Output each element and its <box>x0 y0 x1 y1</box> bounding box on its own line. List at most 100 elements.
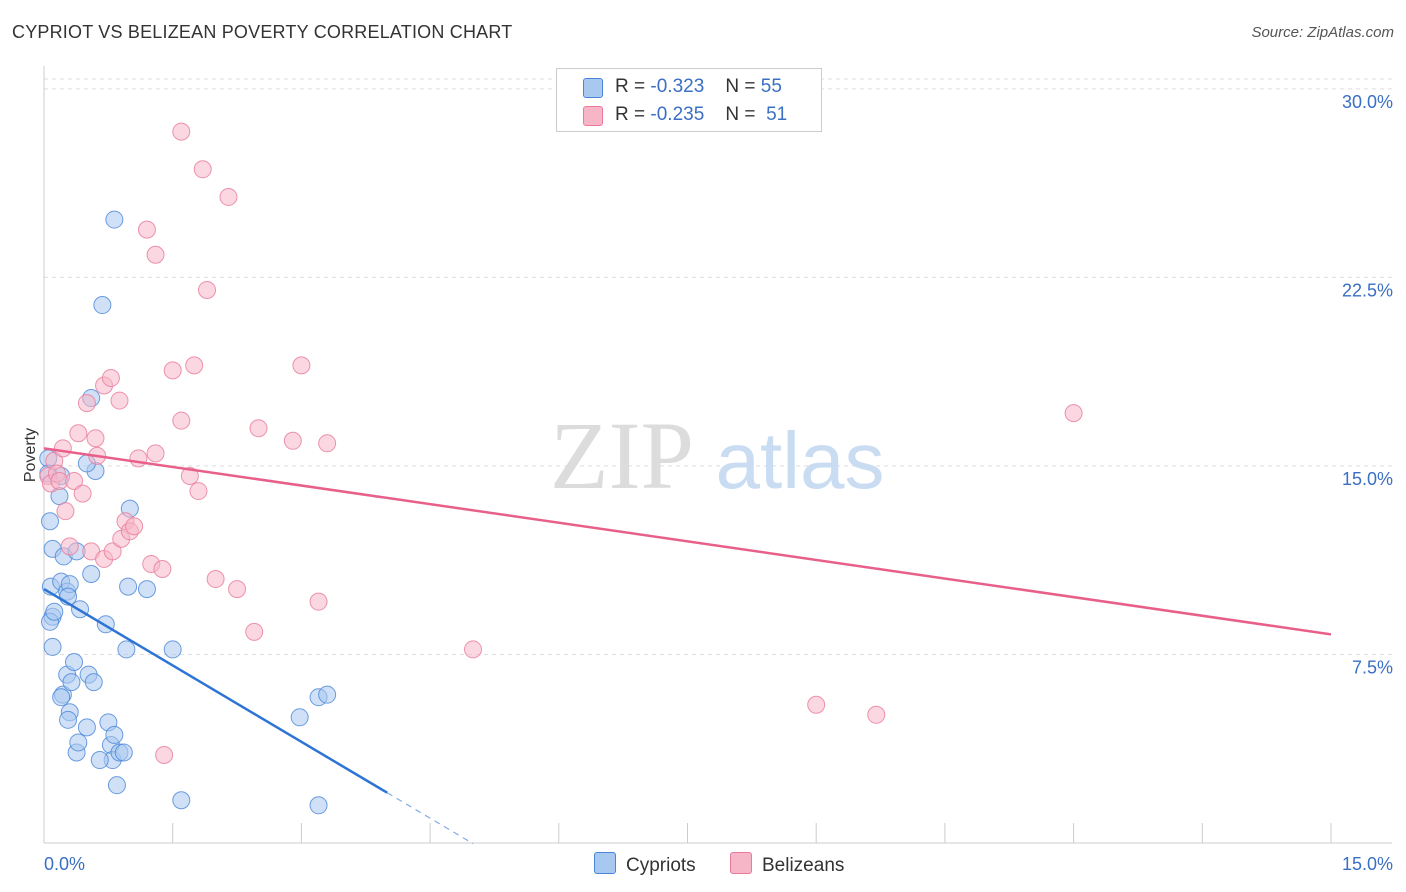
cypriot-point <box>62 673 81 692</box>
watermark-zip: ZIP <box>550 402 694 509</box>
belizean-point <box>65 472 84 491</box>
belizean-point <box>206 570 225 589</box>
legend-n-value: 51 <box>766 104 788 125</box>
belizean-point <box>172 411 191 430</box>
belizean-point <box>137 220 156 239</box>
belizean-point <box>1064 404 1083 423</box>
series-legend-belizeans[interactable]: Belizeans <box>730 852 844 877</box>
cypriot-point <box>137 580 156 599</box>
belizean-trend-line <box>43 447 1332 636</box>
gridlines <box>44 78 1392 655</box>
cypriot-point <box>82 565 101 584</box>
belizean-point <box>249 419 268 438</box>
legend-swatch-belizeans <box>730 852 752 874</box>
cypriot-point <box>117 640 136 659</box>
belizean-point <box>153 559 172 578</box>
legend-swatch-cypriots <box>594 852 616 874</box>
belizean-point <box>318 434 337 453</box>
cypriot-point <box>84 673 103 692</box>
legend-swatch-belizeans <box>583 106 603 126</box>
cypriot-point <box>309 796 328 815</box>
belizean-point <box>60 537 79 556</box>
belizean-point <box>228 580 247 599</box>
belizean-point <box>77 394 96 413</box>
y-tick-label: 15.0% <box>1342 469 1393 489</box>
belizean-point <box>185 356 204 375</box>
cypriot-point <box>43 637 62 656</box>
cypriot-point <box>77 718 96 737</box>
y-tick-label: 7.5% <box>1352 657 1393 677</box>
source-label: Source: ZipAtlas.com <box>1251 24 1394 41</box>
cypriot-point <box>172 791 191 810</box>
data-points <box>39 122 1083 815</box>
belizean-point <box>172 122 191 141</box>
cypriot-point <box>163 640 182 659</box>
chart-title: CYPRIOT VS BELIZEAN POVERTY CORRELATION … <box>12 22 513 42</box>
tick-labels: 7.5% 15.0% 22.5% 30.0% 0.0% 15.0% <box>44 92 1393 874</box>
cypriot-point <box>119 577 138 596</box>
belizean-point <box>73 484 92 503</box>
belizean-point <box>146 444 165 463</box>
watermark: ZIP atlas <box>550 402 884 509</box>
x-tick-label: 15.0% <box>1342 854 1393 874</box>
cypriot-point <box>41 512 60 531</box>
belizean-point <box>86 429 105 448</box>
belizean-point <box>867 705 886 724</box>
belizean-point <box>198 280 217 299</box>
cypriot-point <box>90 751 109 770</box>
belizean-point <box>807 695 826 714</box>
y-tick-label: 22.5% <box>1342 280 1393 300</box>
belizean-point <box>309 592 328 611</box>
cypriot-point <box>290 708 309 727</box>
legend-n-label: N = <box>725 76 756 97</box>
belizean-point <box>56 502 75 521</box>
cypriot-point <box>93 296 112 315</box>
belizean-point <box>180 466 199 485</box>
belizean-point <box>110 391 129 410</box>
belizean-point <box>146 245 165 264</box>
cypriot-point <box>59 710 78 729</box>
series-name-belizeans: Belizeans <box>762 855 845 876</box>
belizean-point <box>193 160 212 179</box>
legend-n-label: N = <box>725 104 756 125</box>
legend-swatch-cypriots <box>583 78 603 98</box>
legend-n-value: 55 <box>760 76 782 97</box>
cypriot-point <box>318 685 337 704</box>
belizean-point <box>103 542 122 561</box>
belizean-point <box>69 424 88 443</box>
x-tick-label: 0.0% <box>44 854 85 874</box>
cypriot-point <box>69 733 88 752</box>
cypriot-point <box>52 688 71 707</box>
stats-legend: R = -0.323 N = 55 R = -0.235 N = 51 <box>556 68 822 132</box>
cypriot-point <box>114 743 133 762</box>
cypriot-point <box>105 210 124 229</box>
legend-r-value: -0.323 <box>650 76 705 97</box>
belizean-point <box>125 517 144 536</box>
cypriot-trend-extension <box>386 792 474 845</box>
belizean-point <box>53 439 72 458</box>
belizean-point <box>283 431 302 450</box>
cypriot-point <box>105 725 124 744</box>
belizean-point <box>292 356 311 375</box>
cypriot-point <box>45 602 64 621</box>
cypriot-point <box>65 653 84 672</box>
belizean-point <box>163 361 182 380</box>
legend-r-value: -0.235 <box>650 104 705 125</box>
legend-r-label: R = <box>615 104 646 125</box>
belizean-point <box>464 640 482 659</box>
trend-lines <box>43 447 1332 845</box>
cypriot-trend-line <box>43 588 388 794</box>
belizean-point <box>129 449 148 468</box>
y-tick-label: 30.0% <box>1342 92 1393 112</box>
belizean-point <box>245 622 264 641</box>
belizean-point <box>219 187 238 206</box>
legend-r-label: R = <box>615 76 646 97</box>
watermark-atlas: atlas <box>716 416 885 505</box>
series-name-cypriots: Cypriots <box>626 855 696 876</box>
belizean-point <box>101 368 120 387</box>
belizean-point <box>189 482 208 501</box>
belizean-point <box>155 746 174 765</box>
series-legend-cypriots[interactable]: Cypriots <box>594 852 696 877</box>
cypriot-point <box>107 776 126 795</box>
